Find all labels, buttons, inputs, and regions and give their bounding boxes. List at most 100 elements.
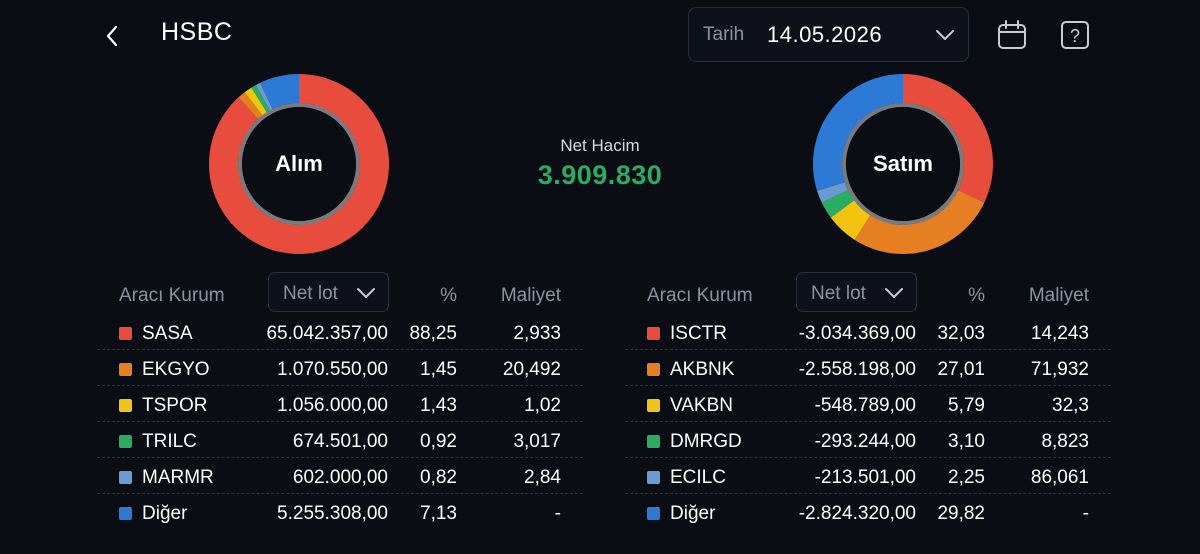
net-lot-value: -2.558.198,00 <box>798 359 916 380</box>
broker-name: VAKBN <box>670 395 734 416</box>
buy-table-header: Aracı Kurum Net lot % Maliyet <box>97 272 583 314</box>
broker-name: Diğer <box>670 503 716 524</box>
donut-inner-ring <box>842 103 964 225</box>
date-label: Tarih <box>703 23 745 45</box>
sell-donut-svg <box>813 74 993 254</box>
donut-slice-sasa <box>208 74 389 254</box>
date-value: 14.05.2026 <box>767 21 883 47</box>
sell-donut-chart: Satım <box>813 74 993 254</box>
percent-value: 32,03 <box>937 323 985 344</box>
donut-slice-diğer <box>813 74 903 191</box>
buy-donut-svg <box>208 74 389 254</box>
chevron-down-icon <box>936 30 954 40</box>
donut-slice-diğer <box>260 74 299 110</box>
percent-value: 1,45 <box>420 359 457 380</box>
cost-value: 71,932 <box>1030 359 1089 380</box>
table-row[interactable]: DMRGD -293.244,00 3,10 8,823 <box>625 422 1111 458</box>
legend-swatch <box>647 471 660 484</box>
broker-name: ECILC <box>670 467 726 488</box>
broker-name: DMRGD <box>670 431 742 452</box>
legend-swatch <box>647 399 660 412</box>
buy-donut-chart: Alım <box>208 74 389 254</box>
table-row[interactable]: AKBNK -2.558.198,00 27,01 71,932 <box>625 350 1111 386</box>
calendar-button[interactable] <box>996 19 1028 51</box>
net-lot-value: 65.042.357,00 <box>266 323 388 344</box>
date-picker[interactable]: Tarih 14.05.2026 <box>688 7 969 62</box>
percent-value: 7,13 <box>420 503 457 524</box>
question-mark-icon: ? <box>1061 21 1089 49</box>
percent-value: 88,25 <box>409 323 457 344</box>
cost-value: 20,492 <box>502 359 561 380</box>
cost-value: 2,84 <box>524 467 561 488</box>
table-row[interactable]: Diğer -2.824.320,00 29,82 - <box>625 494 1111 529</box>
cost-value: - <box>554 503 561 524</box>
percent-value: 3,10 <box>948 431 985 452</box>
chevron-down-icon <box>885 288 903 298</box>
sell-table: Aracı Kurum Net lot % Maliyet ISCTR -3.03… <box>625 272 1111 529</box>
cost-value: 3,017 <box>513 431 561 452</box>
net-lot-value: -548.789,00 <box>814 395 916 416</box>
calendar-icon <box>998 20 1026 49</box>
cost-value: 1,02 <box>524 395 561 416</box>
broker-name: MARMR <box>142 467 214 488</box>
table-row[interactable]: MARMR 602.000,00 0,82 2,84 <box>97 458 583 494</box>
broker-name: SASA <box>142 323 193 344</box>
chevron-left-icon <box>106 25 118 47</box>
table-row[interactable]: EKGYO 1.070.550,00 1,45 20,492 <box>97 350 583 386</box>
net-lot-value: 5.255.308,00 <box>277 503 388 524</box>
legend-swatch <box>119 399 132 412</box>
cost-value: 8,823 <box>1041 431 1089 452</box>
cost-value: 2,933 <box>513 323 561 344</box>
legend-swatch <box>647 363 660 376</box>
net-volume-value: 3.909.830 <box>537 160 663 190</box>
broker-column-header: Aracı Kurum <box>647 285 753 306</box>
net-lot-value: -213.501,00 <box>814 467 916 488</box>
buy-table: Aracı Kurum Net lot % Maliyet SASA 65.042… <box>97 272 583 529</box>
table-row[interactable]: VAKBN -548.789,00 5,79 32,3 <box>625 386 1111 422</box>
net-lot-value: -3.034.369,00 <box>798 323 916 344</box>
back-button[interactable] <box>98 20 126 52</box>
cost-value: - <box>1082 503 1089 524</box>
donut-slice-ekgyo <box>238 92 263 119</box>
cost-column-header: Maliyet <box>1028 285 1089 306</box>
net-volume-label: Net Hacim <box>560 136 640 155</box>
legend-swatch <box>119 471 132 484</box>
percent-value: 5,79 <box>948 395 985 416</box>
table-row[interactable]: SASA 65.042.357,00 88,25 2,933 <box>97 314 583 350</box>
table-row[interactable]: ISCTR -3.034.369,00 32,03 14,243 <box>625 314 1111 350</box>
sell-table-header: Aracı Kurum Net lot % Maliyet <box>625 272 1111 314</box>
percent-column-header: % <box>968 285 985 306</box>
sell-net-lot-select[interactable]: Net lot <box>796 272 917 312</box>
table-row[interactable]: TRILC 674.501,00 0,92 3,017 <box>97 422 583 458</box>
legend-swatch <box>647 435 660 448</box>
sell-table-body: ISCTR -3.034.369,00 32,03 14,243 AKBNK -2.558… <box>625 314 1111 529</box>
donut-slice-dmrgd <box>821 190 855 218</box>
net-lot-label: Net lot <box>283 283 338 304</box>
broker-name: Diğer <box>142 503 188 524</box>
broker-name: ISCTR <box>670 323 727 344</box>
net-lot-value: 1.056.000,00 <box>277 395 388 416</box>
buy-donut-label: Alım <box>275 151 323 176</box>
donut-center <box>846 107 960 221</box>
svg-text:?: ? <box>1070 26 1080 46</box>
table-row[interactable]: TSPOR 1.056.000,00 1,43 1,02 <box>97 386 583 422</box>
sell-donut-label: Satım <box>873 151 933 176</box>
percent-value: 27,01 <box>937 359 985 380</box>
legend-swatch <box>119 327 132 340</box>
help-button[interactable]: ? <box>1059 19 1091 51</box>
table-row[interactable]: Diğer 5.255.308,00 7,13 - <box>97 494 583 529</box>
donut-slice-isctr <box>903 74 993 203</box>
table-row[interactable]: ECILC -213.501,00 2,25 86,061 <box>625 458 1111 494</box>
donut-center <box>242 107 356 221</box>
percent-value: 0,82 <box>420 467 457 488</box>
net-lot-value: -293.244,00 <box>814 431 916 452</box>
legend-swatch <box>119 435 132 448</box>
legend-swatch <box>647 327 660 340</box>
broker-name: AKBNK <box>670 359 735 380</box>
donut-slice-vakbn <box>830 200 871 240</box>
buy-net-lot-select[interactable]: Net lot <box>268 272 389 312</box>
cost-value: 86,061 <box>1030 467 1089 488</box>
donut-slice-tspor <box>244 87 267 116</box>
net-lot-label: Net lot <box>811 283 866 304</box>
donut-slice-akbnk <box>854 190 985 254</box>
